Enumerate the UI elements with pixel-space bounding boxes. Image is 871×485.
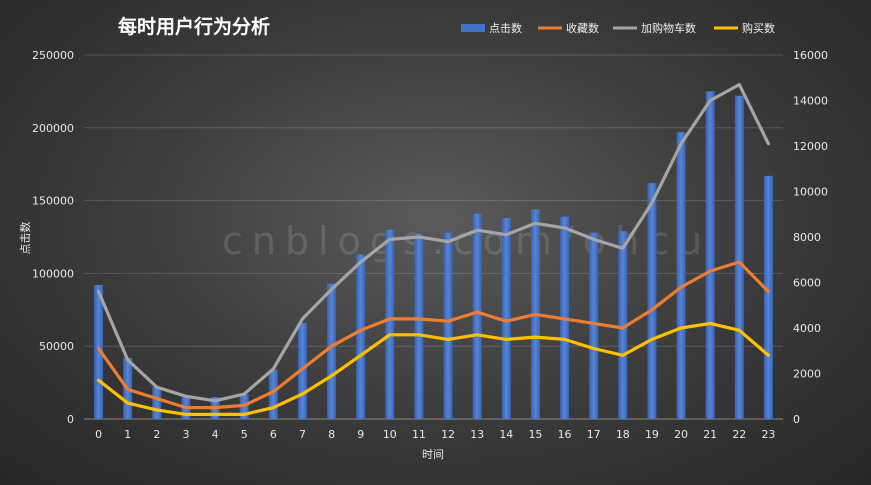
x-tick-label: 18	[616, 428, 630, 441]
right-y-tick-label: 4000	[793, 322, 821, 335]
bar-series-layer	[94, 91, 773, 420]
right-y-tick-label: 16000	[793, 49, 828, 62]
bar-23	[763, 175, 773, 419]
gridlines	[84, 54, 783, 420]
bar-14	[501, 218, 511, 419]
chart-title: 每时用户行为分析	[118, 15, 270, 38]
series-line-1	[96, 82, 771, 403]
left-y-axis: 0 50000 100000 150000 200000 250000	[32, 49, 74, 426]
line-series-layer	[96, 82, 771, 416]
bar-2	[152, 386, 162, 419]
right-y-tick-label: 10000	[793, 186, 828, 199]
bar-13	[472, 213, 482, 419]
y-axis-label: 点击数	[19, 222, 32, 255]
legend: 点击数 收藏数 加购物车数 购买数	[461, 21, 775, 35]
x-tick-label: 13	[470, 428, 484, 441]
bar-12	[443, 232, 453, 419]
bar-0	[94, 285, 104, 419]
x-tick-label: 5	[241, 428, 248, 441]
x-tick-label: 4	[212, 428, 219, 441]
bar-20	[676, 132, 686, 419]
bar-22	[734, 95, 744, 419]
x-tick-label: 22	[732, 428, 746, 441]
bar-19	[647, 183, 657, 419]
x-tick-label: 17	[587, 428, 601, 441]
left-y-tick-label: 250000	[32, 49, 74, 62]
x-tick-label: 11	[412, 428, 426, 441]
bar-8	[327, 283, 337, 419]
legend-label: 加购物车数	[641, 21, 696, 35]
legend-label: 购买数	[742, 21, 775, 35]
x-tick-label: 6	[270, 428, 277, 441]
x-tick-label: 9	[357, 428, 364, 441]
x-tick-label: 8	[328, 428, 335, 441]
x-axis-label: 时间	[422, 448, 444, 461]
bar-6	[268, 369, 278, 419]
series-line-0	[96, 260, 771, 410]
x-tick-label: 10	[383, 428, 397, 441]
x-tick-label: 21	[703, 428, 717, 441]
left-y-tick-label: 50000	[39, 340, 74, 353]
x-tick-label: 16	[558, 428, 572, 441]
x-tick-label: 3	[182, 428, 189, 441]
right-y-tick-label: 12000	[793, 140, 828, 153]
legend-swatch-bar	[461, 24, 485, 32]
x-tick-label: 19	[645, 428, 659, 441]
bar-21	[705, 91, 715, 420]
right-y-tick-label: 14000	[793, 95, 828, 108]
bar-17	[589, 232, 599, 419]
x-tick-label: 12	[441, 428, 455, 441]
series-line-2	[96, 321, 771, 416]
left-y-tick-label: 200000	[32, 122, 74, 135]
right-y-axis: 0 2000 4000 6000 8000 10000 12000 14000 16000	[793, 49, 828, 426]
right-y-tick-label: 8000	[793, 231, 821, 244]
x-axis: 0 1 2 3 4 5 6 7 8 9 10 11 12 13 14 15 16 17 18 19 20 21 22 23	[95, 428, 775, 441]
x-tick-label: 0	[95, 428, 102, 441]
bar-10	[385, 229, 395, 419]
x-tick-label: 14	[499, 428, 513, 441]
left-y-tick-label: 150000	[32, 195, 74, 208]
left-y-tick-label: 100000	[32, 267, 74, 280]
x-tick-label: 23	[761, 428, 775, 441]
x-tick-label: 15	[528, 428, 542, 441]
right-y-tick-label: 6000	[793, 277, 821, 290]
left-y-tick-label: 0	[67, 413, 74, 426]
bar-11	[414, 234, 424, 419]
legend-label: 点击数	[489, 22, 522, 35]
bar-7	[297, 322, 307, 419]
x-tick-label: 7	[299, 428, 306, 441]
bar-9	[356, 254, 366, 419]
x-tick-label: 20	[674, 428, 688, 441]
bar-18	[618, 231, 628, 419]
right-y-tick-label: 0	[793, 413, 800, 426]
x-tick-label: 2	[153, 428, 160, 441]
x-tick-label: 1	[124, 428, 131, 441]
right-y-tick-label: 2000	[793, 368, 821, 381]
legend-label: 收藏数	[566, 21, 599, 35]
